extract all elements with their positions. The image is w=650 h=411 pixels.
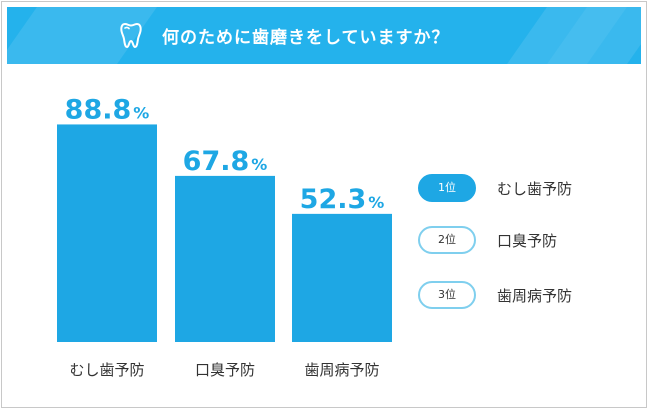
category-label-1: むし歯予防 — [69, 361, 144, 379]
bar-2 — [175, 175, 275, 342]
rank-badge-2: 2位 — [418, 226, 476, 254]
tooth-icon — [120, 23, 142, 48]
header-banner: 何のために歯磨きをしていますか？ — [7, 7, 641, 64]
value-label-2: 67.8% — [183, 146, 268, 177]
bar-1 — [57, 124, 157, 342]
chart-title: 何のために歯磨きをしていますか？ — [162, 28, 450, 48]
rank-label-1: むし歯予防 — [497, 180, 573, 198]
rank-label-2: 口臭予防 — [497, 232, 558, 250]
value-label-1: 88.8% — [65, 94, 150, 125]
category-label-2: 口臭予防 — [195, 361, 255, 379]
rank-label-3: 歯周病予防 — [497, 287, 573, 305]
value-label-3: 52.3% — [300, 184, 385, 215]
bar-3 — [292, 213, 392, 342]
category-label-3: 歯周病予防 — [304, 361, 379, 379]
rank-badge-3: 3位 — [418, 281, 476, 309]
rank-badge-1: 1位 — [418, 174, 476, 202]
